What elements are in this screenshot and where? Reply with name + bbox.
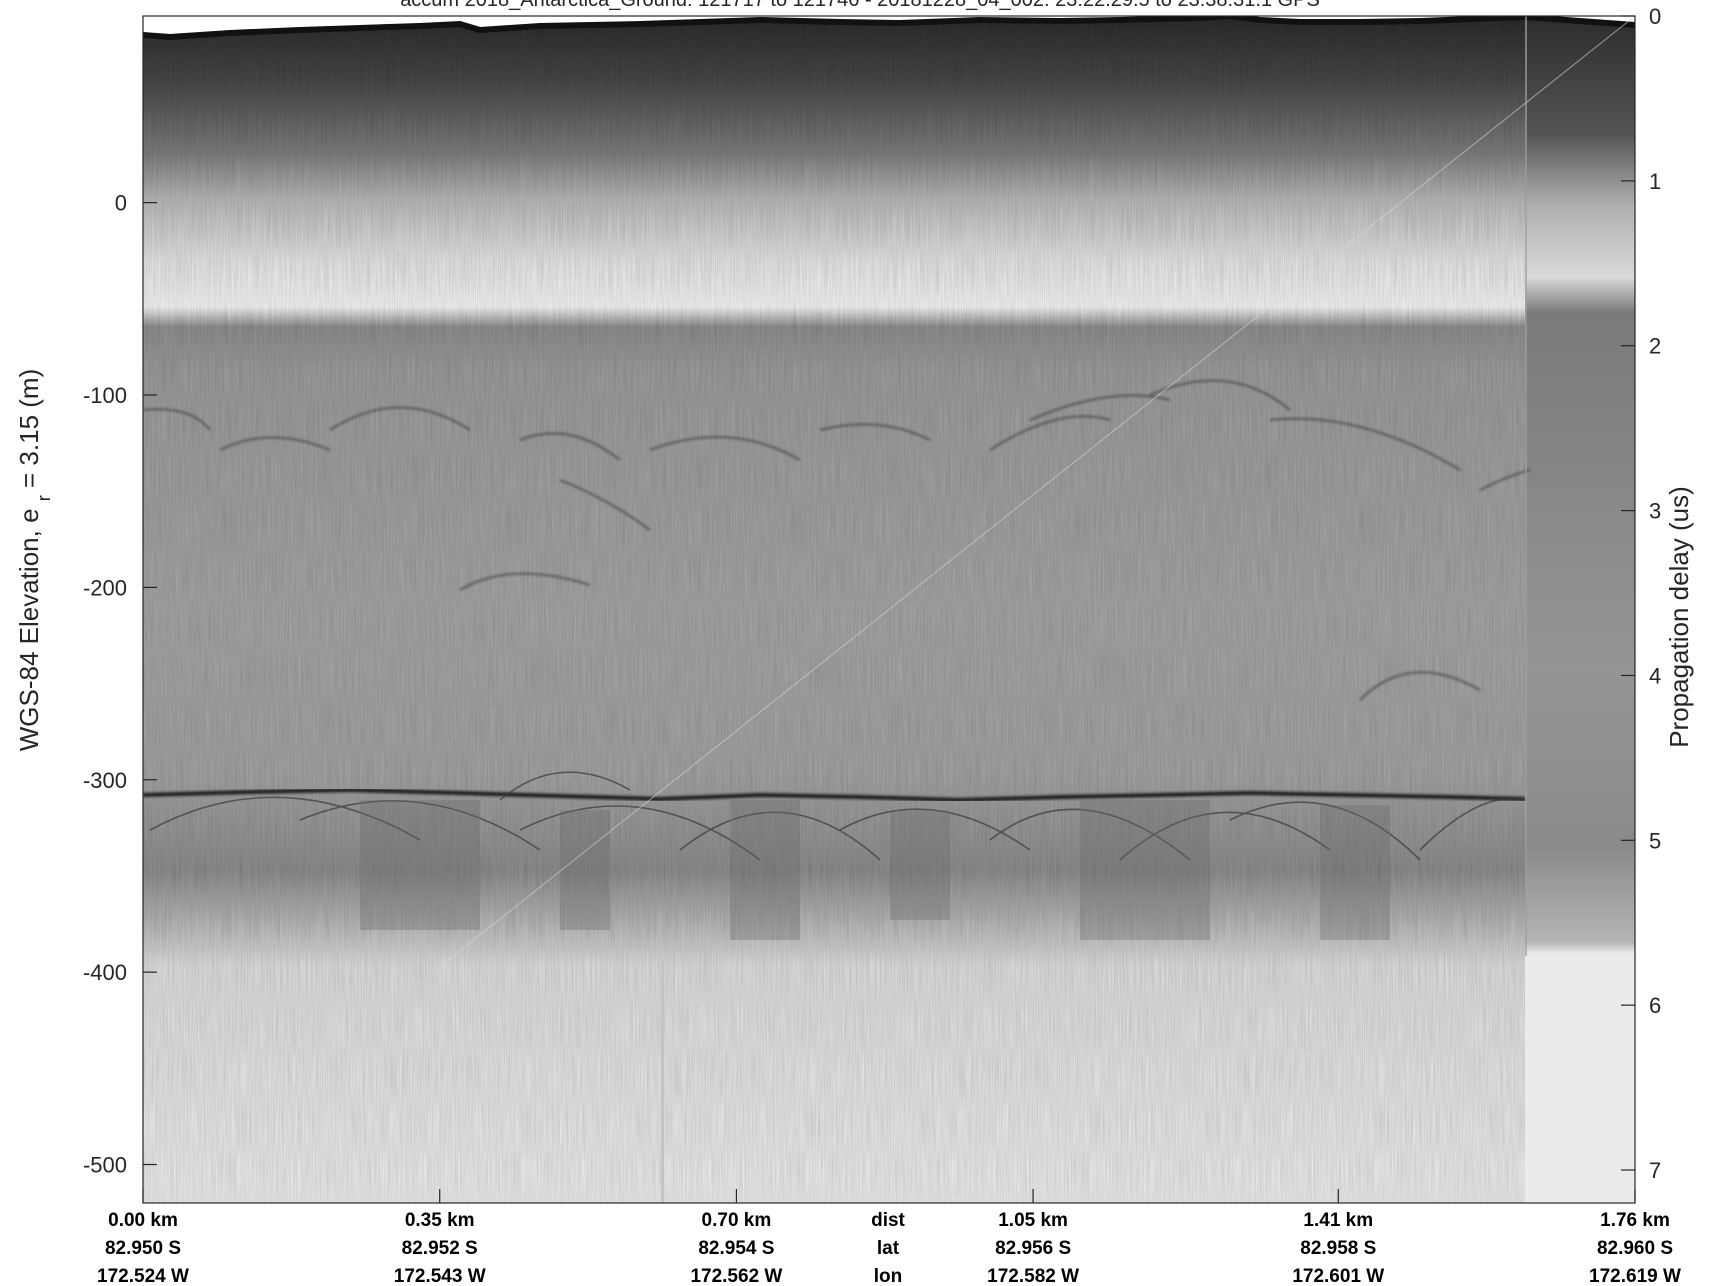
bottom-dist-label: 0.70 km xyxy=(702,1210,772,1231)
bottom-lat-label: 82.960 S xyxy=(1597,1238,1673,1259)
bottom-row-name-lon: lon xyxy=(874,1266,903,1286)
bottom-dist-label: 1.05 km xyxy=(998,1210,1068,1231)
right-tick-label: 4 xyxy=(1649,663,1661,688)
bottom-lon-label: 172.601 W xyxy=(1292,1266,1384,1286)
bottom-lat-label: 82.956 S xyxy=(995,1238,1071,1259)
left-tick-label: 0 xyxy=(115,191,127,216)
left-axis-ticks: 0 -100 -200 -300 -400 -500 xyxy=(83,191,157,1178)
left-tick-label: -100 xyxy=(83,383,127,408)
bottom-axis-labels: 0.00 km 82.950 S 172.524 W 0.35 km 82.952 S 1… xyxy=(97,1210,1681,1286)
bottom-row-name-dist: dist xyxy=(871,1210,905,1231)
right-tick-label: 7 xyxy=(1649,1158,1661,1183)
right-tick-label: 2 xyxy=(1649,334,1661,359)
bottom-dist-label: 0.35 km xyxy=(405,1210,475,1231)
bottom-lat-label: 82.954 S xyxy=(698,1238,774,1259)
right-tick-label: 1 xyxy=(1649,169,1661,194)
right-tick-label: 3 xyxy=(1649,499,1661,524)
left-tick-label: -500 xyxy=(83,1153,127,1178)
bottom-lat-label: 82.952 S xyxy=(402,1238,478,1259)
echogram-image xyxy=(143,16,1635,1203)
left-tick-label: -300 xyxy=(83,768,127,793)
right-axis-ticks: 0 1 2 3 4 5 6 7 xyxy=(1621,4,1661,1183)
plot-frame xyxy=(142,15,1636,1204)
bottom-dist-label: 1.76 km xyxy=(1600,1210,1670,1231)
bottom-lon-label: 172.524 W xyxy=(97,1266,189,1286)
right-axis-title: Propagation delay (us) xyxy=(1664,486,1694,748)
bottom-dist-label: 0.00 km xyxy=(108,1210,178,1231)
bottom-lon-label: 172.543 W xyxy=(394,1266,486,1286)
bottom-lat-label: 82.950 S xyxy=(105,1238,181,1259)
left-axis-title: WGS-84 Elevation, e r = 3.15 (m) xyxy=(14,369,56,751)
left-tick-label: -400 xyxy=(83,960,127,985)
bottom-lat-label: 82.958 S xyxy=(1300,1238,1376,1259)
bottom-axis-ticks xyxy=(142,1189,1636,1203)
bottom-lon-label: 172.619 W xyxy=(1589,1266,1681,1286)
bottom-dist-label: 1.41 km xyxy=(1303,1210,1373,1231)
bottom-row-name-lat: lat xyxy=(877,1238,900,1259)
bottom-lon-label: 172.562 W xyxy=(690,1266,782,1286)
right-tick-label: 6 xyxy=(1649,993,1661,1018)
bottom-lon-label: 172.582 W xyxy=(987,1266,1079,1286)
right-tick-label: 0 xyxy=(1649,4,1661,29)
chart-title: accum 2018_Antarctica_Ground: 121717 to … xyxy=(400,0,1320,11)
left-tick-label: -200 xyxy=(83,575,127,600)
right-tick-label: 5 xyxy=(1649,828,1661,853)
